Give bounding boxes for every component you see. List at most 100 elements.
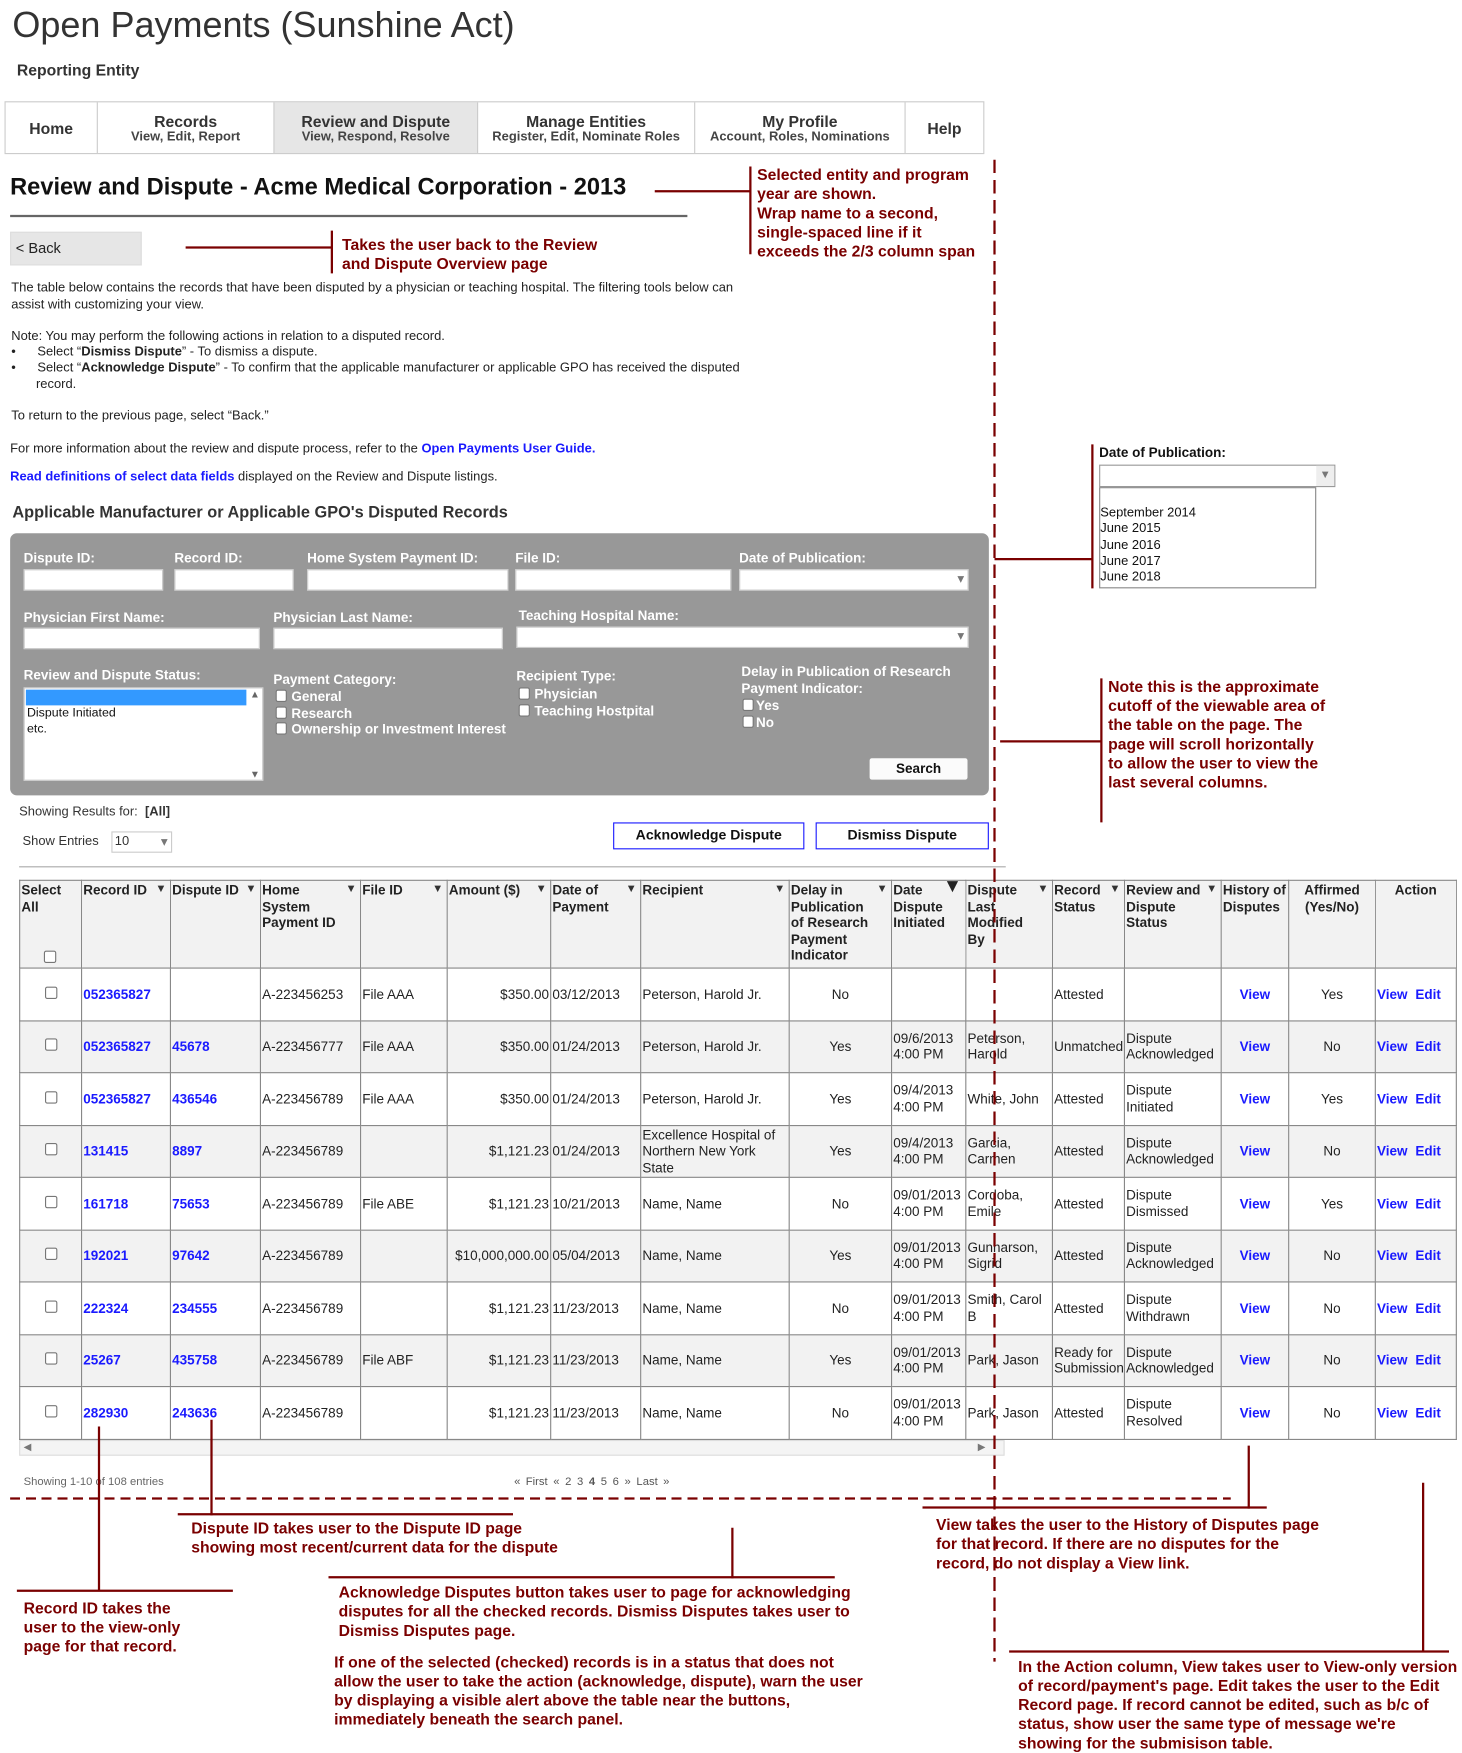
edit-record-link[interactable]: Edit bbox=[1415, 986, 1441, 1002]
dispute-id-link[interactable]: 45678 bbox=[172, 1038, 210, 1055]
sort-arrow-icon[interactable]: ▼ bbox=[1109, 883, 1121, 896]
teaching-hospital-name-select[interactable] bbox=[516, 626, 969, 648]
dispute-id-link[interactable]: 435758 bbox=[172, 1352, 218, 1368]
view-record-link[interactable]: View bbox=[1377, 1143, 1408, 1159]
row-checkbox[interactable] bbox=[44, 1299, 57, 1313]
record-id-link[interactable]: 192021 bbox=[83, 1247, 129, 1264]
sort-arrow-icon[interactable]: ▼ bbox=[535, 883, 547, 896]
select-all-checkbox[interactable] bbox=[43, 950, 57, 963]
history-of-disputes-link[interactable]: View bbox=[1239, 1352, 1271, 1368]
row-checkbox[interactable] bbox=[44, 1038, 57, 1051]
physician-last-name-input[interactable] bbox=[273, 627, 503, 650]
sort-arrow-icon[interactable]: ▼ bbox=[1206, 883, 1218, 896]
column-header[interactable]: Date of Payment ▼ bbox=[550, 879, 642, 969]
pager-link[interactable]: Last » bbox=[636, 1476, 670, 1489]
horizontal-scrollbar[interactable]: ◀ ▶ bbox=[19, 1440, 1005, 1456]
nav-home[interactable]: Home bbox=[6, 102, 98, 153]
edit-record-link[interactable]: Edit bbox=[1415, 1247, 1441, 1264]
record-id-link[interactable]: 052365827 bbox=[83, 1090, 151, 1107]
column-header[interactable]: Record ID ▼ bbox=[81, 879, 171, 969]
review-status-listbox[interactable]: Dispute Initiated etc. ▲ ▼ bbox=[23, 687, 264, 781]
user-guide-link[interactable]: Open Payments User Guide. bbox=[421, 442, 596, 456]
row-checkbox[interactable] bbox=[44, 1143, 57, 1156]
listbox-option[interactable]: Dispute Initiated bbox=[27, 706, 116, 721]
sort-arrow-icon[interactable]: ▼ bbox=[345, 883, 357, 896]
column-header[interactable]: Dispute Last Modified By▼ bbox=[965, 879, 1053, 969]
pager-link[interactable]: 4 bbox=[588, 1476, 596, 1489]
checkbox-icon[interactable] bbox=[742, 714, 754, 728]
scroll-up-icon[interactable]: ▲ bbox=[249, 688, 260, 700]
history-of-disputes-link[interactable]: View bbox=[1239, 1038, 1271, 1055]
acknowledge-dispute-button[interactable]: Acknowledge Dispute bbox=[613, 822, 805, 850]
edit-record-link[interactable]: Edit bbox=[1415, 1404, 1441, 1421]
dispute-id-link[interactable]: 75653 bbox=[172, 1195, 210, 1212]
edit-record-link[interactable]: Edit bbox=[1415, 1090, 1441, 1107]
pager-link[interactable]: 3 bbox=[577, 1476, 584, 1489]
view-record-link[interactable]: View bbox=[1377, 1090, 1408, 1107]
definitions-link[interactable]: Read definitions of select data fields bbox=[10, 470, 235, 484]
history-of-disputes-link[interactable]: View bbox=[1239, 1247, 1271, 1264]
column-header[interactable]: Delay in Publication of Research Payment… bbox=[788, 879, 893, 969]
pager-link[interactable]: 5 bbox=[600, 1476, 608, 1489]
dispute-id-link[interactable]: 8897 bbox=[172, 1143, 203, 1159]
checkbox-icon[interactable] bbox=[275, 689, 287, 702]
record-id-link[interactable]: 282930 bbox=[83, 1404, 129, 1421]
sort-arrow-icon[interactable]: ▼ bbox=[876, 883, 888, 896]
column-header[interactable]: Dispute ID ▼ bbox=[169, 879, 261, 969]
edit-record-link[interactable]: Edit bbox=[1415, 1143, 1441, 1159]
nav-help[interactable]: Help bbox=[906, 102, 984, 153]
show-entries-select[interactable]: 10 bbox=[111, 831, 173, 853]
checkbox-icon[interactable] bbox=[518, 703, 530, 717]
checkbox-icon[interactable] bbox=[275, 722, 287, 735]
date-of-publication-select[interactable] bbox=[739, 569, 969, 591]
checkbox-ownership[interactable]: Ownership or Investment Interest bbox=[275, 721, 506, 737]
sort-arrow-icon[interactable]: ▼ bbox=[432, 883, 444, 896]
checkbox-yes[interactable]: Yes bbox=[742, 698, 779, 714]
checkbox-no[interactable]: No bbox=[742, 714, 780, 730]
history-of-disputes-link[interactable]: View bbox=[1239, 1404, 1271, 1421]
nav-my-profile[interactable]: My Profile Account, Roles, Nominations bbox=[695, 102, 906, 153]
file-id-input[interactable] bbox=[515, 569, 732, 591]
dispute-id-link[interactable]: 436546 bbox=[172, 1090, 218, 1107]
callout-date-publication-select[interactable]: ▼ bbox=[1099, 464, 1336, 488]
chevron-down-icon[interactable]: ▼ bbox=[1316, 465, 1335, 486]
view-record-link[interactable]: View bbox=[1377, 1352, 1408, 1368]
listbox-option[interactable]: etc. bbox=[27, 722, 47, 736]
edit-record-link[interactable]: Edit bbox=[1415, 1195, 1441, 1212]
checkbox-physician[interactable]: Physician bbox=[518, 686, 655, 702]
column-header[interactable]: File ID ▼ bbox=[360, 879, 448, 969]
date-option[interactable]: September 2014 bbox=[1100, 506, 1196, 520]
pager-link[interactable]: » bbox=[624, 1476, 631, 1489]
column-header[interactable]: Review and Dispute Status ▼ bbox=[1123, 879, 1222, 969]
home-system-payment-id-input[interactable] bbox=[307, 569, 509, 591]
edit-record-link[interactable]: Edit bbox=[1415, 1352, 1441, 1368]
column-header[interactable]: Recipient ▼ bbox=[640, 879, 790, 969]
edit-record-link[interactable]: Edit bbox=[1415, 1038, 1441, 1055]
history-of-disputes-link[interactable]: View bbox=[1239, 1143, 1271, 1159]
record-id-input[interactable] bbox=[174, 569, 294, 591]
date-option[interactable]: June 2018 bbox=[1100, 570, 1161, 585]
sort-arrow-icon[interactable]: ▼ bbox=[1037, 883, 1049, 896]
row-checkbox[interactable] bbox=[44, 986, 57, 999]
checkbox-icon[interactable] bbox=[275, 705, 287, 719]
scroll-left-icon[interactable]: ◀ bbox=[23, 1441, 32, 1453]
sort-arrow-icon[interactable]: ▼ bbox=[155, 883, 167, 896]
row-checkbox[interactable] bbox=[44, 1090, 57, 1104]
record-id-link[interactable]: 222324 bbox=[83, 1299, 129, 1316]
date-option[interactable]: June 2017 bbox=[1100, 554, 1161, 569]
column-header[interactable]: Record Status ▼ bbox=[1051, 879, 1125, 969]
nav-review-and-dispute[interactable]: Review and Dispute View, Respond, Resolve bbox=[274, 102, 479, 153]
view-record-link[interactable]: View bbox=[1377, 1247, 1408, 1264]
history-of-disputes-link[interactable]: View bbox=[1239, 1090, 1271, 1107]
checkbox-general[interactable]: General bbox=[275, 689, 506, 705]
dispute-id-link[interactable]: 234555 bbox=[172, 1299, 218, 1316]
edit-record-link[interactable]: Edit bbox=[1415, 1299, 1441, 1316]
nav-manage-entities[interactable]: Manage Entities Register, Edit, Nominate … bbox=[478, 102, 696, 153]
dismiss-dispute-button[interactable]: Dismiss Dispute bbox=[815, 822, 989, 850]
view-record-link[interactable]: View bbox=[1377, 1195, 1408, 1212]
dispute-id-link[interactable]: 243636 bbox=[172, 1404, 218, 1421]
sort-arrow-icon[interactable]: ▼ bbox=[245, 883, 257, 896]
checkbox-research[interactable]: Research bbox=[275, 705, 506, 721]
history-of-disputes-link[interactable]: View bbox=[1239, 986, 1271, 1002]
history-of-disputes-link[interactable]: View bbox=[1239, 1195, 1271, 1212]
